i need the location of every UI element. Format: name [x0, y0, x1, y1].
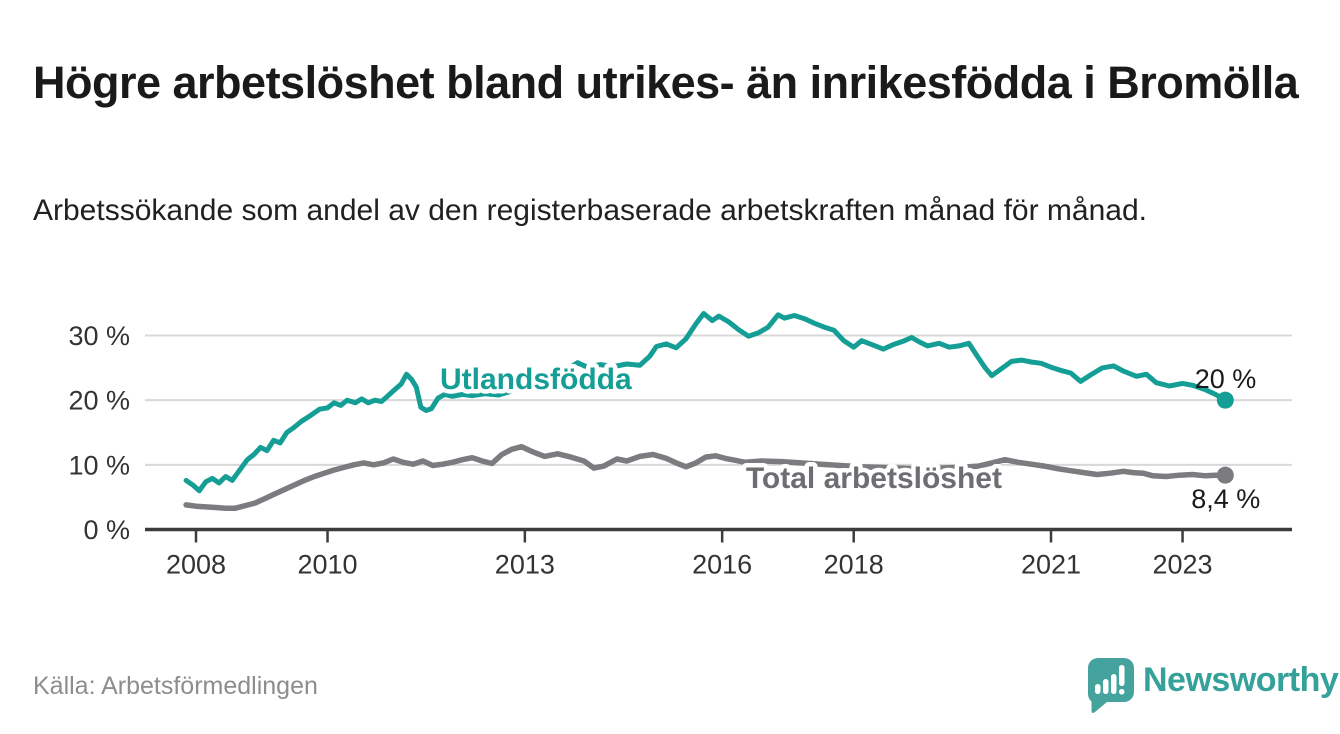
- end-value-label: 8,4 %: [1191, 484, 1260, 514]
- x-tick-label: 2013: [495, 550, 555, 580]
- series-line-total: [183, 443, 1229, 511]
- series-line-utlandsfodda: [183, 311, 1228, 494]
- source-note: Källa: Arbetsförmedlingen: [33, 672, 318, 700]
- end-dot-total: [1216, 466, 1234, 484]
- y-tick-label: 30 %: [68, 321, 130, 351]
- bar-small: [1095, 684, 1101, 694]
- x-tick-label: 2008: [166, 550, 226, 580]
- x-tick-label: 2010: [298, 550, 358, 580]
- end-value-label: 20 %: [1195, 364, 1257, 394]
- x-tick-label: 2016: [692, 550, 752, 580]
- chart-subtitle: Arbetssökande som andel av den registerb…: [33, 194, 1147, 227]
- newsworthy-logo[interactable]: Newsworthy: [1086, 652, 1339, 714]
- exclamation-dot: [1119, 689, 1125, 695]
- y-tick-label: 0 %: [83, 515, 130, 545]
- y-tick-label: 20 %: [68, 386, 130, 416]
- page-title: Högre arbetslöshet bland utrikes- än inr…: [33, 57, 1299, 109]
- x-tick-label: 2018: [824, 550, 884, 580]
- newsworthy-logo-text: Newsworthy: [1143, 660, 1339, 699]
- y-tick-label: 10 %: [68, 450, 130, 480]
- series-label-utlandsfodda: Utlandsfödda: [440, 363, 632, 396]
- exclamation-bar: [1119, 665, 1125, 686]
- series-label-total: Total arbetslöshet: [746, 462, 1002, 495]
- end-dot-utlandsfodda: [1216, 391, 1234, 409]
- newsworthy-logo-icon: [1088, 658, 1134, 714]
- bar-large: [1111, 674, 1117, 694]
- x-tick-label: 2023: [1153, 550, 1213, 580]
- x-tick-label: 2021: [1021, 550, 1081, 580]
- bar-medium: [1103, 679, 1109, 694]
